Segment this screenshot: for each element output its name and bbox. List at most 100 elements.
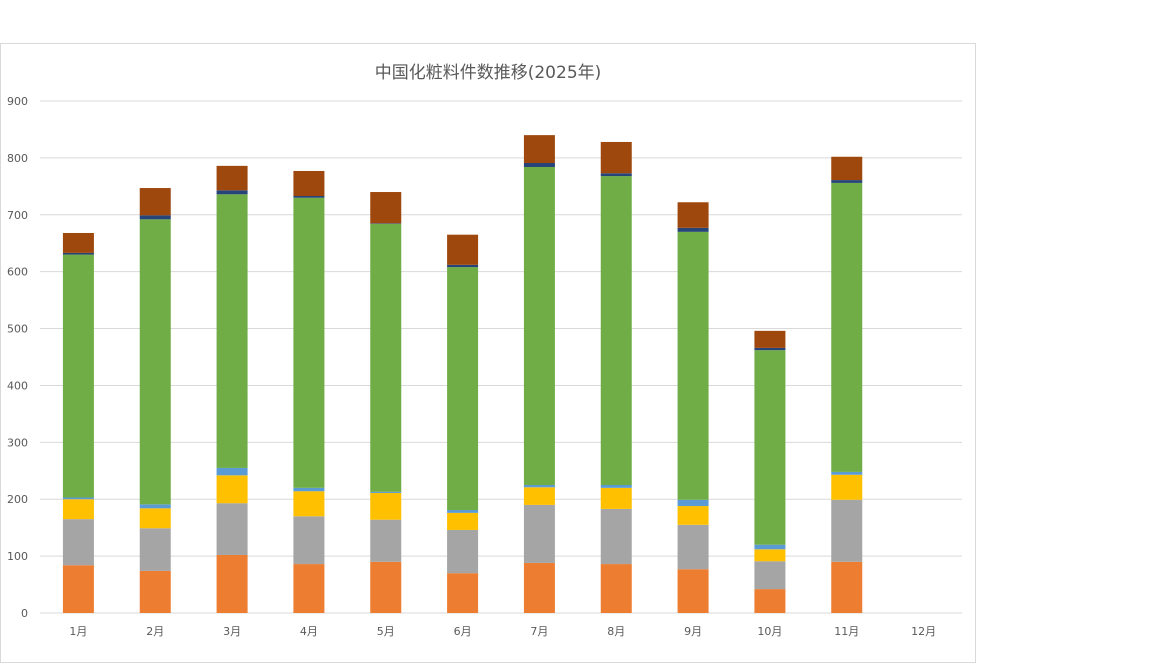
bar-segment-s1 (677, 569, 709, 613)
y-tick-label: 300 (7, 436, 28, 449)
bar-segment-s2 (293, 516, 325, 565)
bar-segment-s1 (600, 564, 632, 613)
x-tick-label: 9月 (684, 625, 702, 638)
bar-segment-s3 (600, 487, 632, 509)
bar-segment-s7 (600, 141, 632, 174)
bar-segment-s7 (139, 188, 171, 216)
x-tick-label: 2月 (146, 625, 164, 638)
bar-segment-s6 (139, 215, 171, 220)
bar-segment-s5 (139, 219, 171, 505)
bar-segment-s6 (62, 252, 94, 255)
bar-segment-s3 (293, 491, 325, 517)
y-tick-label: 600 (7, 266, 28, 279)
bar-segment-s7 (370, 192, 402, 224)
bar-segment-s3 (447, 512, 479, 530)
bar-segment-s7 (523, 135, 555, 164)
x-tick-label: 11月 (834, 625, 859, 638)
bar-segment-s5 (447, 267, 479, 511)
x-tick-label: 6月 (454, 625, 472, 638)
bar-segment-s4 (677, 499, 709, 507)
bar-segment-s1 (293, 564, 325, 613)
bar-segment-s7 (677, 202, 709, 228)
bar-segment-s4 (62, 497, 94, 500)
bar-segment-s3 (754, 549, 786, 562)
bar-segment-s7 (216, 165, 248, 191)
bar-segment-s5 (293, 197, 325, 488)
chart-title: 中国化粧料件数推移(2025年) (374, 63, 602, 83)
bar-segment-s6 (831, 180, 863, 183)
bar-segment-s1 (447, 573, 479, 613)
bar-segment-s5 (677, 231, 709, 500)
x-tick-label: 3月 (223, 625, 241, 638)
bar-segment-s2 (447, 529, 479, 574)
bar-segment-s7 (447, 234, 479, 265)
y-tick-label: 100 (7, 550, 28, 563)
bar-segment-s4 (216, 467, 248, 476)
bar-segment-s3 (370, 492, 402, 520)
bar-segment-s6 (216, 190, 248, 195)
bar-segment-s6 (370, 223, 402, 224)
bar-segment-s1 (139, 570, 171, 613)
bar-segment-s4 (293, 487, 325, 492)
y-tick-label: 400 (7, 379, 28, 392)
y-tick-label: 500 (7, 323, 28, 336)
chart-plot: 0 100 200 300 400 500 600 700 800 900 1月 2月 3月 4月 5月 6月… (7, 95, 962, 638)
bar-segment-s2 (831, 499, 863, 562)
bar-segment-s4 (523, 485, 555, 488)
bar-segment-s2 (216, 503, 248, 555)
bar-segment-s4 (600, 485, 632, 488)
bar-segment-s7 (293, 170, 325, 197)
bar-segment-s7 (754, 330, 786, 348)
bar-segment-s5 (600, 176, 632, 486)
bar-segment-s1 (370, 561, 402, 613)
bar-segment-s1 (62, 565, 94, 613)
y-tick-label: 800 (7, 152, 28, 165)
y-tick-label: 0 (21, 607, 28, 620)
bar-segment-s1 (523, 562, 555, 613)
y-tick-label: 200 (7, 493, 28, 506)
bar-segment-s2 (600, 508, 632, 565)
bar-segment-s6 (677, 227, 709, 232)
bar-segment-s3 (677, 506, 709, 525)
x-tick-label: 8月 (607, 625, 625, 638)
bar-segment-s3 (62, 499, 94, 520)
x-tick-label: 4月 (300, 625, 318, 638)
bar-segment-s4 (370, 491, 402, 493)
bar-segment-s5 (62, 254, 94, 498)
bar-segment-s2 (523, 504, 555, 563)
x-tick-label: 1月 (69, 625, 87, 638)
bar-segment-s1 (216, 554, 248, 613)
bar-segment-s6 (293, 196, 325, 198)
bar-segment-s1 (831, 561, 863, 613)
bar-segment-s5 (370, 223, 402, 492)
bar-segment-s7 (831, 156, 863, 181)
x-tick-label: 5月 (377, 625, 395, 638)
bar-segment-s4 (831, 471, 863, 475)
bar-segment-s7 (62, 232, 94, 253)
bar-segment-s6 (523, 163, 555, 167)
bar-segment-s1 (754, 589, 786, 613)
bar-segment-s4 (754, 544, 786, 550)
bar-segment-s2 (370, 519, 402, 562)
bar-segment-s2 (62, 519, 94, 566)
bar-segment-s2 (139, 528, 171, 571)
bar-segment-s6 (754, 347, 786, 351)
y-tick-label: 900 (7, 95, 28, 108)
bar-segment-s6 (600, 173, 632, 177)
bar-segment-s4 (139, 504, 171, 509)
x-tick-label: 7月 (530, 625, 548, 638)
bar-segment-s2 (677, 524, 709, 570)
bar-segment-s3 (139, 508, 171, 529)
bar-segment-s3 (831, 474, 863, 500)
y-tick-label: 700 (7, 209, 28, 222)
bar-segment-s5 (523, 166, 555, 486)
x-tick-label: 10月 (757, 625, 782, 638)
bar-segment-s3 (523, 487, 555, 505)
x-tick-label: 12月 (911, 625, 936, 638)
bar-segment-s5 (754, 350, 786, 545)
bar-segment-s6 (447, 264, 479, 268)
bar-segment-s5 (831, 182, 863, 472)
bar-segment-s5 (216, 194, 248, 468)
bar-segment-s3 (216, 475, 248, 504)
bar-segment-s2 (754, 561, 786, 590)
